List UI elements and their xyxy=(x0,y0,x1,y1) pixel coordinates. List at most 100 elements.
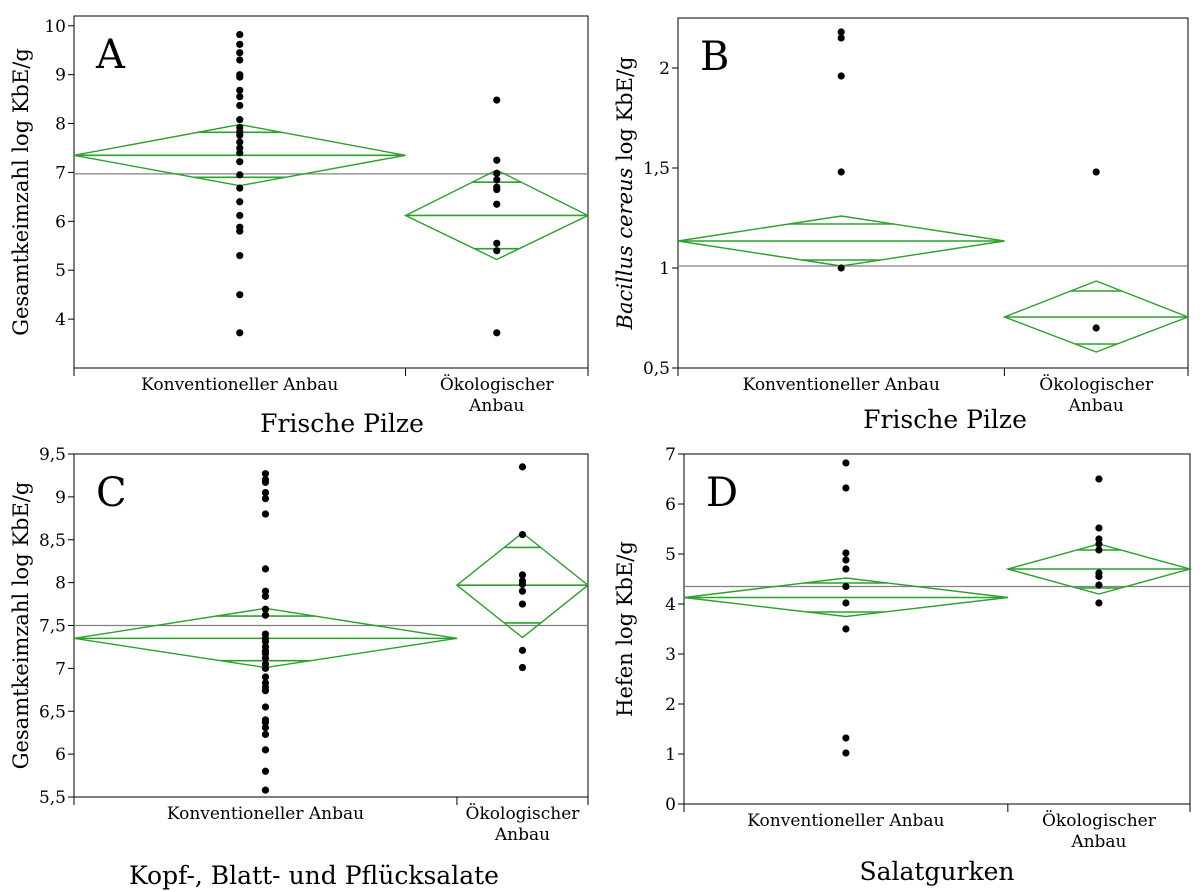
y-tick-label-2: 2 xyxy=(659,59,670,79)
data-point xyxy=(236,184,243,191)
data-point xyxy=(493,201,500,208)
y-tick-label-9: 9 xyxy=(55,488,66,508)
data-point xyxy=(262,746,269,753)
data-point xyxy=(493,96,500,103)
data-point xyxy=(236,252,243,259)
data-point xyxy=(1095,546,1102,553)
category-label: Ökologischer xyxy=(440,374,555,395)
data-point xyxy=(262,768,269,775)
category-label: Anbau xyxy=(494,825,550,845)
data-point xyxy=(493,176,500,183)
y-tick-label-0: 0 xyxy=(665,795,676,815)
data-point xyxy=(262,687,269,694)
y-tick-label-6: 6 xyxy=(665,495,676,515)
panel-d: 0 1 2 3 4 5 6 7 Konventioneller Anbau Ökologische… xyxy=(613,445,1190,886)
x-axis-title: Frische Pilze xyxy=(863,405,1027,434)
data-point xyxy=(236,41,243,48)
category-label: Ökologischer xyxy=(1042,810,1157,831)
category-label: Ökologischer xyxy=(466,803,581,824)
data-point xyxy=(236,228,243,235)
y-tick-label-8: 8 xyxy=(55,115,66,135)
y-axis-title: Bacillus cereus log KbE/g xyxy=(613,57,637,331)
data-point xyxy=(842,484,849,491)
y-tick-label-4: 4 xyxy=(55,310,66,330)
panel-label: D xyxy=(706,470,738,516)
data-point xyxy=(262,565,269,572)
data-point xyxy=(262,787,269,794)
data-point xyxy=(236,102,243,109)
data-point xyxy=(262,703,269,710)
data-point xyxy=(236,198,243,205)
data-point xyxy=(842,565,849,572)
data-point xyxy=(493,247,500,254)
plot-frame xyxy=(678,18,1188,368)
y-tick-label-1: 1 xyxy=(659,259,670,279)
data-point xyxy=(493,329,500,336)
y-axis-title: Gesamtkeimzahl log KbE/g xyxy=(9,48,33,336)
y-tick-label-5: 5 xyxy=(55,261,66,281)
x-axis-title: Salatgurken xyxy=(859,857,1014,886)
data-point xyxy=(493,186,500,193)
data-point xyxy=(842,556,849,563)
data-point xyxy=(838,264,845,271)
data-point xyxy=(236,87,243,94)
category-label: Konventioneller Anbau xyxy=(167,804,364,824)
data-point xyxy=(1095,581,1102,588)
data-point xyxy=(236,171,243,178)
category-label: Anbau xyxy=(468,396,524,416)
data-point xyxy=(262,495,269,502)
data-point xyxy=(236,49,243,56)
panel-a: 45678910Konventioneller Anbau Ökologische… xyxy=(9,16,588,438)
data-point xyxy=(842,749,849,756)
data-point xyxy=(519,647,526,654)
data-point xyxy=(262,479,269,486)
y-tick-label-3: 3 xyxy=(665,645,676,665)
data-point xyxy=(236,56,243,63)
data-point xyxy=(262,593,269,600)
data-point xyxy=(838,72,845,79)
y-tick-label-10: 10 xyxy=(44,17,66,37)
y-tick-label-5: 5 xyxy=(665,545,676,565)
data-point xyxy=(519,581,526,588)
data-point xyxy=(838,168,845,175)
y-tick-label-1_5: 1,5 xyxy=(643,159,670,179)
y-tick-label-5_5: 5,5 xyxy=(39,788,66,808)
data-point xyxy=(262,612,269,619)
x-axis-title: Kopf-, Blatt- und Pflücksalate xyxy=(129,861,499,890)
data-point xyxy=(842,599,849,606)
data-point xyxy=(262,510,269,517)
data-point xyxy=(236,291,243,298)
y-tick-label-6: 6 xyxy=(55,745,66,765)
y-tick-label-8: 8 xyxy=(55,574,66,594)
data-point xyxy=(842,625,849,632)
plot-frame xyxy=(74,16,588,368)
data-point xyxy=(1095,599,1102,606)
data-point xyxy=(842,583,849,590)
data-point xyxy=(1095,573,1102,580)
y-tick-label-2: 2 xyxy=(665,695,676,715)
data-point xyxy=(1093,168,1100,175)
data-point xyxy=(842,734,849,741)
data-point xyxy=(493,157,500,164)
category-label: Konventioneller Anbau xyxy=(141,375,338,395)
data-point xyxy=(236,31,243,38)
y-tick-label-7: 7 xyxy=(55,163,66,183)
data-point xyxy=(493,170,500,177)
data-point xyxy=(1093,324,1100,331)
y-tick-label-4: 4 xyxy=(665,595,676,615)
data-point xyxy=(236,74,243,81)
data-point xyxy=(519,531,526,538)
data-point xyxy=(236,212,243,219)
data-point xyxy=(838,34,845,41)
y-axis-title-rest: log KbE/g xyxy=(613,57,637,168)
data-point xyxy=(262,665,269,672)
data-point xyxy=(519,600,526,607)
data-point xyxy=(1095,524,1102,531)
category-label: Anbau xyxy=(1068,396,1124,416)
panel-c: 5,5 6 6,5 7 7,5 8 8,5 9 9,5 Konventioneller Anbau… xyxy=(9,445,588,890)
category-label: Anbau xyxy=(1070,832,1126,852)
data-point xyxy=(236,158,243,165)
data-point xyxy=(842,549,849,556)
panel-label: C xyxy=(96,470,127,516)
data-point xyxy=(519,463,526,470)
